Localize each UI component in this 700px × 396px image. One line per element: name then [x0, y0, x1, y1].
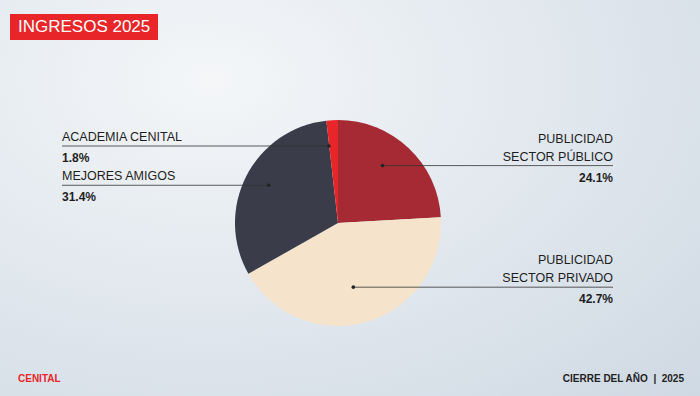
svg-text:31.4%: 31.4% — [62, 190, 96, 204]
html-text:INGRESOS 2025: INGRESOS 2025 — [18, 17, 151, 36]
svg-text:1.8%: 1.8% — [62, 151, 90, 165]
svg-text:ACADEMIA CENITAL: ACADEMIA CENITAL — [62, 130, 182, 144]
svg-text:SECTOR PÚBLICO: SECTOR PÚBLICO — [503, 149, 613, 164]
html-text:CENITAL: CENITAL — [18, 373, 61, 384]
svg-text:MEJORES AMIGOS: MEJORES AMIGOS — [62, 169, 175, 183]
svg-text:24.1%: 24.1% — [579, 171, 613, 185]
svg-text:PUBLICIDAD: PUBLICIDAD — [538, 132, 613, 146]
svg-text:PUBLICIDAD: PUBLICIDAD — [538, 253, 613, 267]
html-text:CIERRE DEL AÑO | 2025: CIERRE DEL AÑO | 2025 — [562, 373, 684, 384]
svg-text:SECTOR PRIVADO: SECTOR PRIVADO — [502, 271, 613, 285]
svg-text:42.7%: 42.7% — [579, 292, 613, 306]
